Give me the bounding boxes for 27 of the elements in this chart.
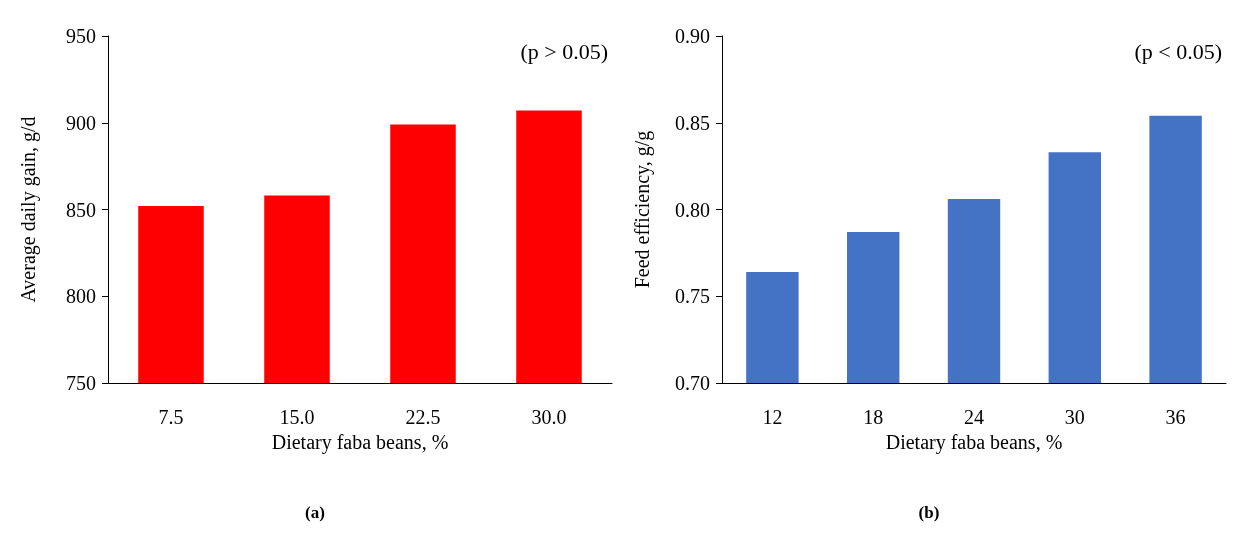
- y-tick-label: 950: [66, 25, 96, 47]
- annotation: (p < 0.05): [1134, 38, 1222, 64]
- y-tick-label: 850: [66, 198, 96, 221]
- y-tick-label: 800: [66, 285, 96, 308]
- y-axis-title: Average daily gain, g/d: [17, 116, 40, 303]
- y-tick-label: 0.75: [675, 285, 710, 308]
- annotation: (p > 0.05): [520, 38, 608, 64]
- y-tick-label: 0.85: [675, 111, 710, 134]
- x-tick-label: 36: [1165, 406, 1186, 428]
- y-axis-title: Feed efficiency, g/g: [631, 130, 654, 289]
- x-tick-label: 24: [964, 406, 984, 428]
- text: (b): [918, 503, 940, 522]
- x-tick-label: 22.5: [405, 406, 441, 428]
- x-tick-label: 30: [1064, 406, 1085, 428]
- x-tick-label: 15.0: [279, 406, 315, 428]
- x-tick-label: 18: [863, 406, 884, 428]
- x-axis-title: Dietary faba beans, %: [271, 430, 449, 454]
- x-tick-label: 30.0: [531, 406, 567, 428]
- y-tick-label: 0.90: [675, 25, 710, 47]
- x-axis-title: Dietary faba beans, %: [885, 430, 1063, 454]
- y-tick-label: 0.80: [675, 198, 710, 221]
- x-tick-label: 12: [762, 406, 783, 428]
- y-tick-label: 900: [66, 111, 96, 134]
- y-tick-label: 750: [66, 372, 96, 394]
- y-tick-label: 0.70: [675, 372, 710, 394]
- text: (a): [305, 503, 325, 522]
- x-tick-label: 7.5: [158, 406, 184, 428]
